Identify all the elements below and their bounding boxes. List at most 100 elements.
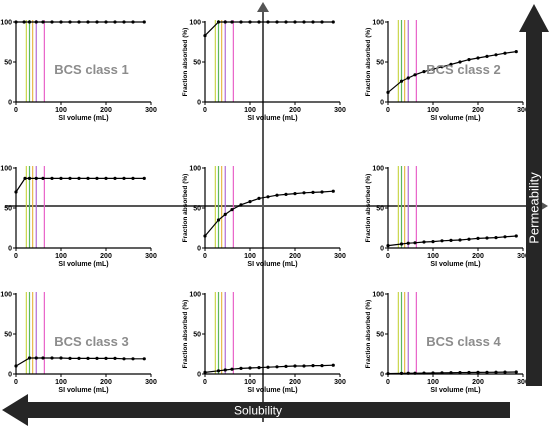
x-axis-label: SI volume (mL) [58,261,108,268]
y-tick-label: 50 [193,60,201,67]
data-point [331,20,335,24]
data-point [386,244,390,248]
vertical-axis-arrowhead [257,2,269,12]
data-point [104,356,108,360]
y-tick-label: 50 [4,332,12,339]
y-tick-label: 50 [376,60,384,67]
data-point [22,20,26,24]
y-tick-label: 100 [372,166,384,173]
y-tick-label: 50 [376,332,384,339]
x-tick-label: 0 [14,253,18,260]
data-point [422,371,426,375]
data-point [406,76,410,80]
data-point [59,20,63,24]
x-tick-label: 0 [14,379,18,386]
data-point [41,176,45,180]
data-point [386,372,390,376]
data-point [239,366,243,370]
data-point [431,371,435,375]
x-tick-label: 100 [55,379,67,386]
data-point [476,236,480,240]
x-tick-label: 100 [55,253,67,260]
data-point [59,356,63,360]
data-point [77,356,81,360]
x-tick-label: 0 [14,107,18,114]
data-point [284,20,288,24]
x-tick-label: 200 [100,107,112,114]
data-point [216,20,221,24]
data-point [131,357,135,361]
x-tick-label: 300 [334,107,346,114]
data-point [302,364,306,368]
data-point [494,236,498,240]
big-arrows: Permeability Solubility [2,4,549,426]
panel-bottom-right: 0 50 100 0 100 200 300 SI volume (mL) Fraction a… [365,292,529,395]
data-point [422,240,426,244]
data-point [50,176,54,180]
data-point [95,20,99,24]
data-point [485,236,489,240]
data-point [257,20,261,24]
x-axis-label: SI volume (mL) [58,387,108,394]
data-point [494,53,498,57]
data-point [230,20,234,24]
x-tick-label: 100 [244,253,256,260]
y-tick-label: 0 [197,100,201,107]
data-point [440,371,444,375]
data-point [275,193,279,197]
x-axis-label: SI volume (mL) [247,261,297,268]
data-point [95,176,99,180]
x-tick-label: 300 [517,253,529,260]
solubility-arrowhead [2,394,28,426]
x-tick-label: 200 [289,253,301,260]
data-point [320,190,324,194]
x-tick-label: 200 [472,379,484,386]
panel-bottom-center: 0 50 100 0 100 200 300 SI volume (mL) Fraction a… [182,292,346,395]
data-point [86,176,90,180]
y-tick-label: 50 [193,206,201,213]
y-tick-label: 0 [197,246,201,253]
data-point [248,366,252,370]
y-axis-label: Fraction absorbed (%) [182,174,189,243]
data-point [104,20,108,24]
data-point [293,20,297,24]
x-tick-label: 0 [386,253,390,260]
data-point [104,176,108,180]
y-axis-label: Fraction absorbed (%) [365,300,372,369]
data-point [248,20,252,24]
data-point [68,20,72,24]
permeability-label: Permeability [527,172,542,244]
y-tick-label: 100 [0,166,12,173]
x-tick-label: 100 [244,379,256,386]
x-tick-label: 100 [55,107,67,114]
data-point [311,364,315,368]
data-point [257,196,261,200]
data-point [458,60,462,64]
x-axis-label: SI volume (mL) [430,115,480,122]
data-point [77,20,81,24]
data-point [131,176,135,180]
data-point [86,356,90,360]
y-tick-label: 0 [8,372,12,379]
x-tick-label: 300 [517,107,529,114]
data-point [239,20,243,24]
bcs-class-label: BCS class 3 [54,334,128,349]
data-point [27,176,32,180]
data-point [422,70,426,74]
x-axis-label: SI volume (mL) [430,387,480,394]
x-tick-label: 300 [334,253,346,260]
data-point [41,20,45,24]
data-point [449,62,453,66]
permeability-arrowhead [519,4,549,32]
data-point [95,356,99,360]
panel-top-right: 0 50 100 0 100 200 300 SI volume (mL) Fraction a… [365,20,529,123]
data-point [485,370,489,374]
data-point [331,189,335,193]
data-point [503,235,507,239]
panel-middle-right: 0 50 100 0 100 200 300 SI volume (mL) Fraction a… [365,166,529,269]
data-point [113,20,117,24]
x-tick-label: 200 [289,107,301,114]
y-tick-label: 50 [193,332,201,339]
data-point [113,176,117,180]
